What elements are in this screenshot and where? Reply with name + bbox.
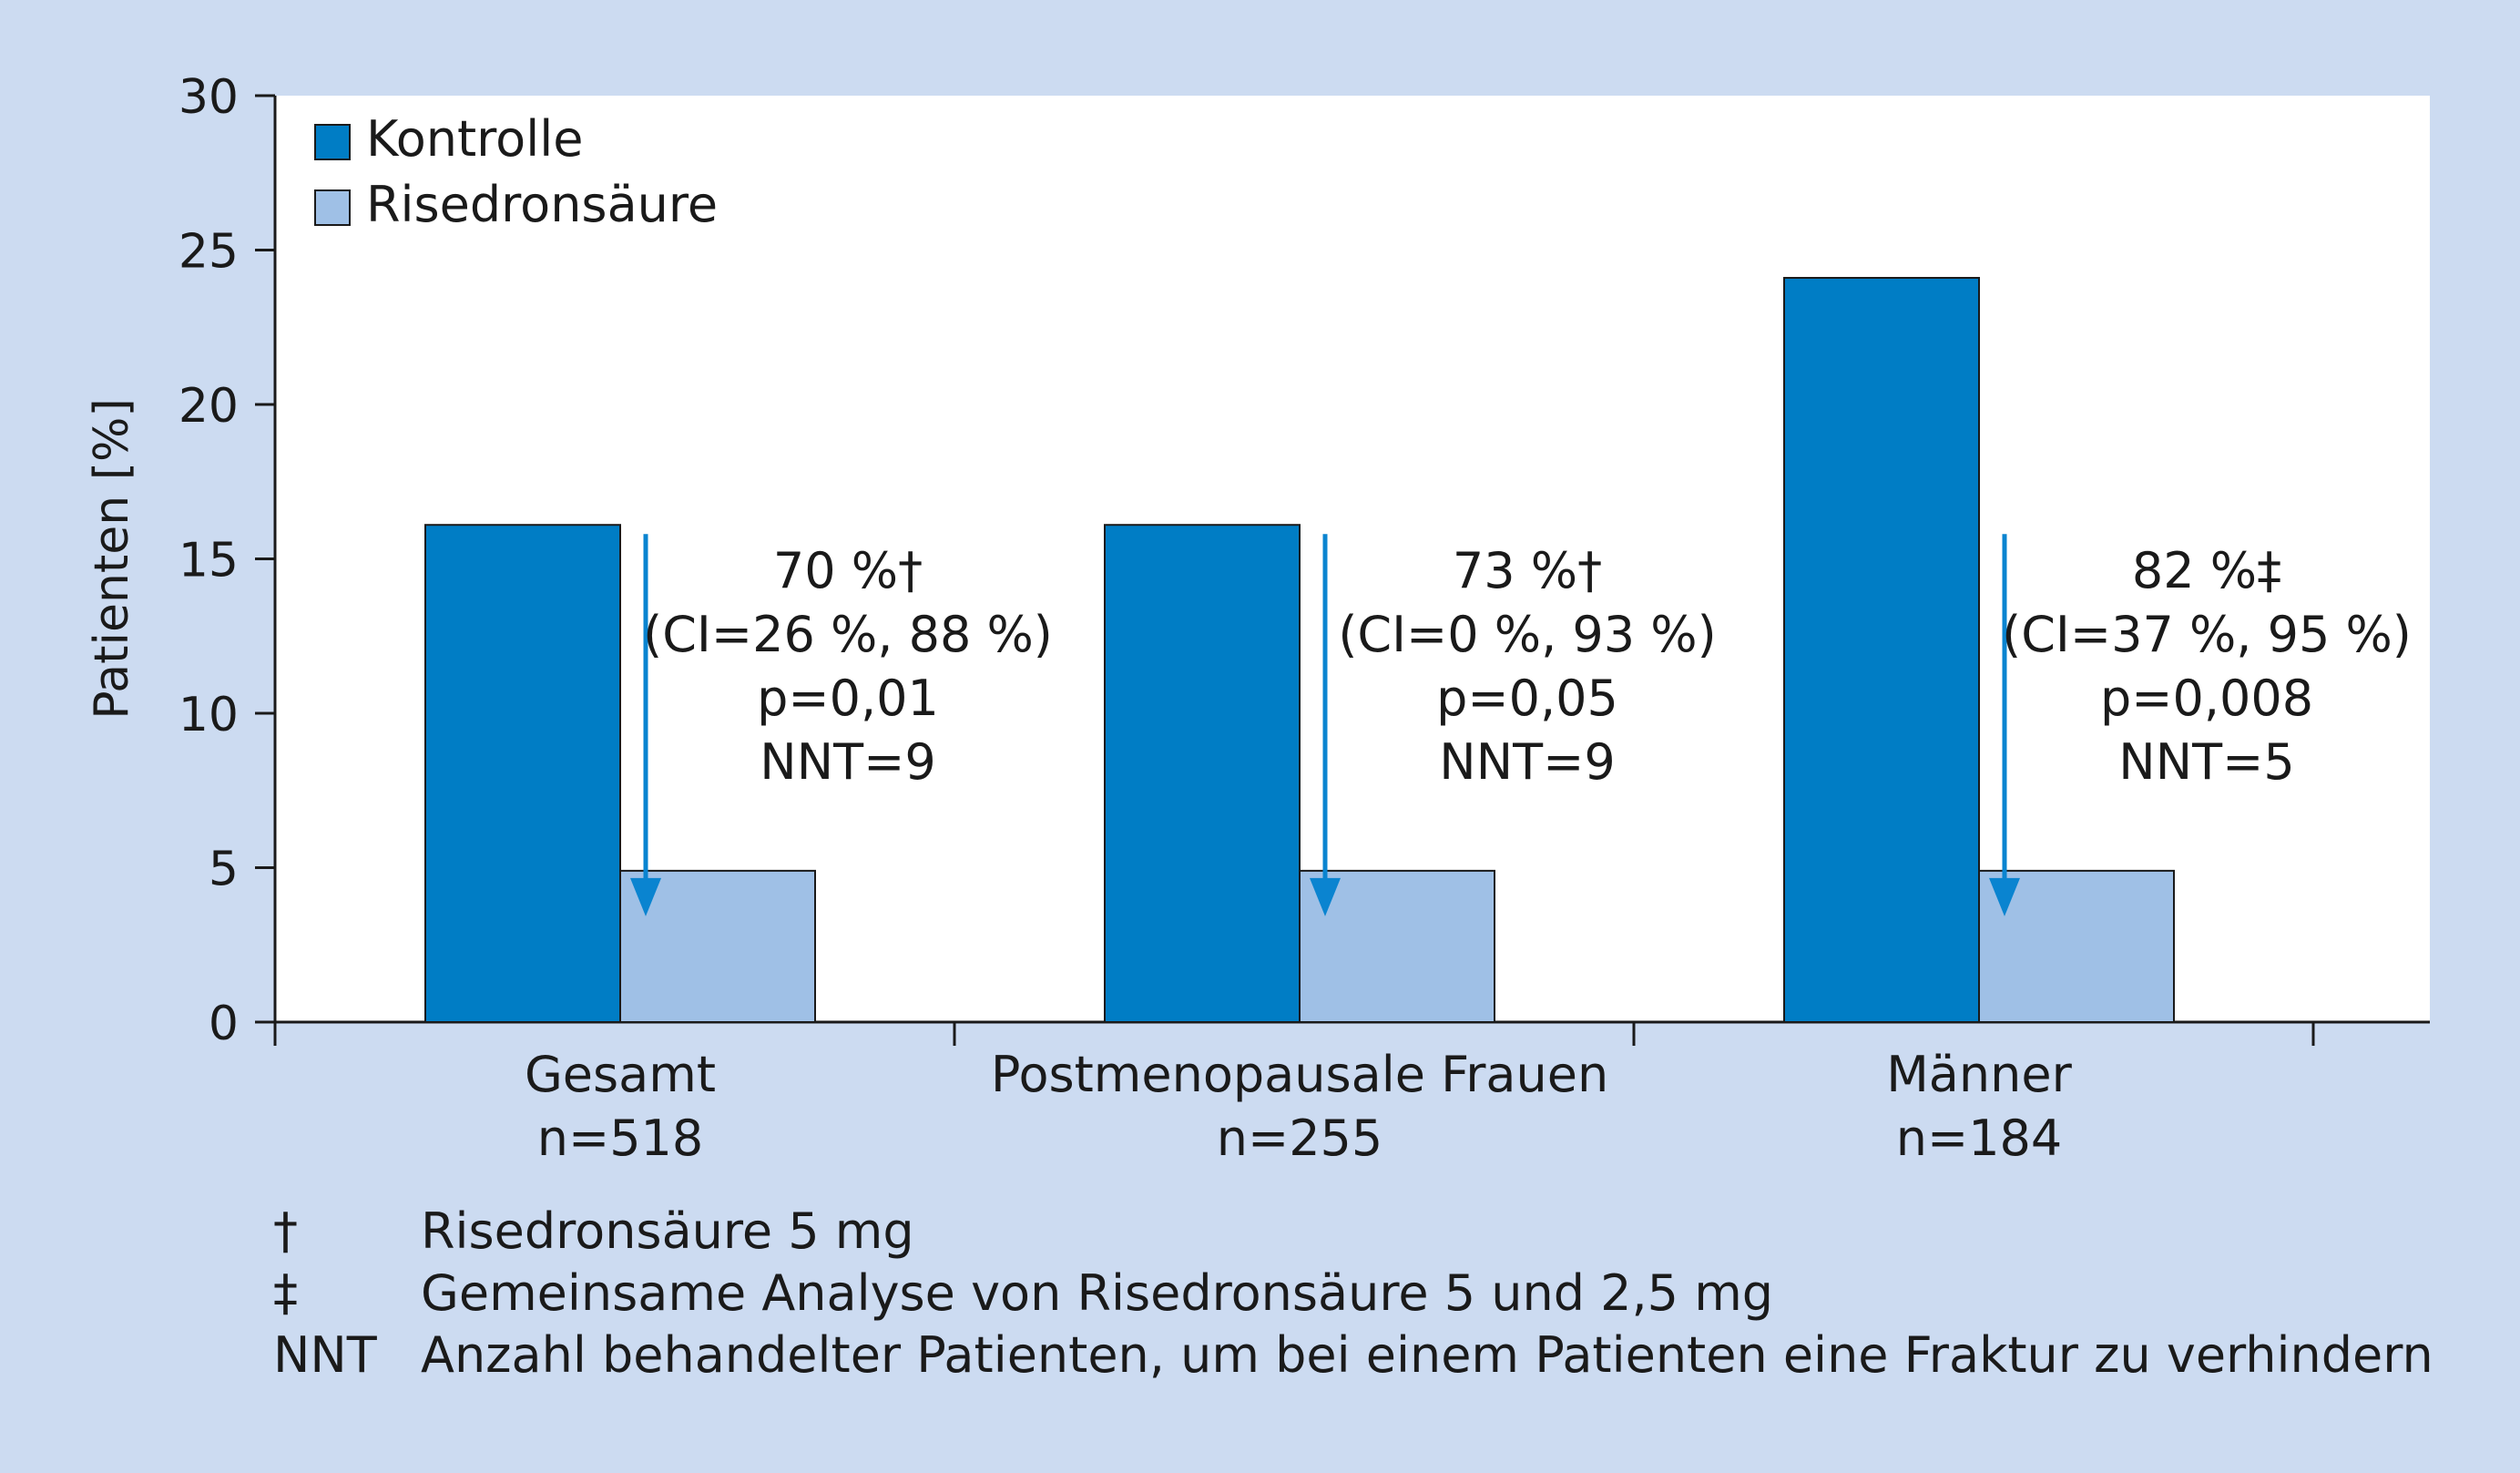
footnote-text: Risedronsäure 5 mg	[421, 1202, 914, 1260]
footnote-row: ‡ Gemeinsame Analyse von Risedronsäure 5…	[273, 1263, 2433, 1325]
y-tick-label: 25	[179, 225, 239, 280]
legend-swatch-risedronsaeure	[314, 189, 351, 226]
bar-kontrolle	[1104, 524, 1301, 1023]
annotation-line: NNT=9	[760, 733, 935, 791]
y-tick-label: 10	[179, 688, 239, 742]
annotation-line: 73 %†	[1453, 542, 1602, 599]
category-label: Postmenopausale Frauen	[991, 1046, 1608, 1103]
footnote-row: NNT Anzahl behandelter Patienten, um bei…	[273, 1325, 2433, 1386]
footnotes: † Risedronsäure 5 mg ‡ Gemeinsame Analys…	[273, 1201, 2433, 1386]
footnote-text: Anzahl behandelter Patienten, um bei ein…	[421, 1326, 2433, 1384]
annotation-line: NNT=5	[2118, 733, 2294, 791]
annotation-line: p=0,05	[1436, 670, 1618, 727]
annotation-line: (CI=26 %, 88 %)	[643, 606, 1053, 663]
footnote-text: Gemeinsame Analyse von Risedronsäure 5 u…	[421, 1264, 1774, 1322]
footnote-symbol: ‡	[273, 1264, 298, 1322]
category-label: Männer	[1886, 1046, 2072, 1103]
category-n-label: n=255	[1217, 1110, 1383, 1167]
y-tick-label: 5	[209, 843, 239, 897]
legend-label: Risedronsäure	[366, 176, 718, 233]
reduction-arrow-head	[1310, 877, 1341, 916]
annotation-line: NNT=9	[1439, 733, 1615, 791]
annotation-line: 70 %†	[773, 542, 923, 599]
annotation-line: p=0,008	[2100, 670, 2313, 727]
legend-swatch-kontrolle	[314, 124, 351, 160]
footnote-row: † Risedronsäure 5 mg	[273, 1201, 2433, 1263]
reduction-arrow-head	[630, 877, 661, 916]
y-axis-title: Patienten [%]	[85, 398, 139, 720]
plot-area	[275, 96, 2430, 1022]
y-tick-label: 0	[209, 997, 239, 1051]
annotation-line: 82 %‡	[2132, 542, 2281, 599]
bar-kontrolle	[424, 524, 621, 1023]
y-tick-label: 30	[179, 70, 239, 125]
category-label: Gesamt	[525, 1046, 716, 1103]
annotation-line: (CI=0 %, 93 %)	[1338, 606, 1716, 663]
annotation-line: p=0,01	[757, 670, 939, 727]
category-n-label: n=184	[1896, 1110, 2063, 1167]
y-tick-label: 20	[179, 379, 239, 434]
category-n-label: n=518	[537, 1110, 704, 1167]
reduction-arrow-head	[1989, 877, 2020, 916]
annotation-line: (CI=37 %, 95 %)	[2002, 606, 2412, 663]
legend-label: Kontrolle	[366, 110, 583, 168]
footnote-symbol: †	[273, 1202, 298, 1260]
y-tick-label: 15	[179, 534, 239, 588]
bar-kontrolle	[1783, 277, 1980, 1023]
footnote-symbol: NNT	[273, 1326, 377, 1384]
